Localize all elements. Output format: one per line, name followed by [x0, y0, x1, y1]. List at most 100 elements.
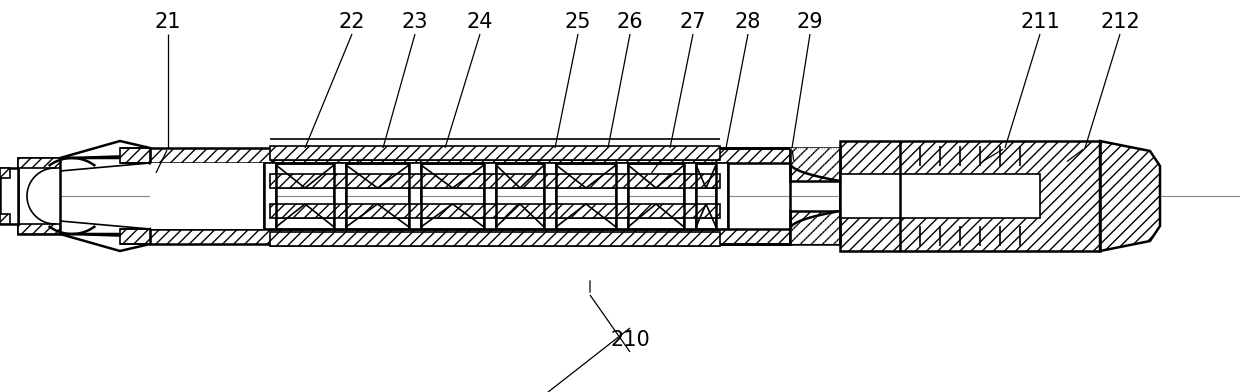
Polygon shape	[838, 148, 839, 181]
Polygon shape	[807, 218, 808, 244]
Polygon shape	[797, 221, 799, 244]
Polygon shape	[812, 148, 815, 176]
Bar	[0, 214, 10, 224]
Polygon shape	[815, 148, 816, 176]
Polygon shape	[802, 220, 804, 244]
Bar	[409, 163, 422, 229]
Text: 22: 22	[339, 12, 366, 32]
Polygon shape	[833, 212, 835, 244]
Polygon shape	[828, 148, 830, 179]
Polygon shape	[800, 220, 802, 244]
Bar	[150, 148, 790, 163]
Polygon shape	[797, 148, 799, 171]
Polygon shape	[808, 218, 811, 244]
Text: 25: 25	[564, 12, 591, 32]
Polygon shape	[799, 148, 800, 171]
Bar	[544, 163, 556, 229]
Polygon shape	[804, 148, 806, 173]
Polygon shape	[802, 148, 804, 172]
Polygon shape	[799, 221, 800, 244]
Polygon shape	[795, 148, 797, 170]
Bar	[270, 232, 720, 246]
Polygon shape	[804, 219, 806, 244]
Polygon shape	[807, 148, 808, 174]
Polygon shape	[823, 214, 825, 244]
Polygon shape	[817, 215, 820, 244]
Text: 23: 23	[402, 12, 428, 32]
Bar	[270, 146, 720, 160]
Polygon shape	[794, 223, 795, 244]
Polygon shape	[838, 211, 839, 244]
Text: 29: 29	[796, 12, 823, 32]
Bar	[334, 163, 346, 229]
Polygon shape	[720, 211, 839, 244]
Bar	[715, 163, 728, 229]
Polygon shape	[815, 216, 816, 244]
Polygon shape	[821, 148, 823, 178]
Polygon shape	[812, 216, 815, 244]
Bar	[264, 163, 277, 229]
Bar	[839, 141, 1100, 251]
Bar	[19, 158, 60, 168]
Polygon shape	[825, 214, 826, 244]
Polygon shape	[790, 226, 791, 244]
Polygon shape	[795, 222, 797, 244]
Polygon shape	[831, 148, 833, 180]
Polygon shape	[811, 217, 812, 244]
Polygon shape	[816, 216, 817, 244]
Bar	[839, 174, 1040, 218]
Polygon shape	[1100, 141, 1159, 251]
Polygon shape	[830, 212, 831, 244]
Polygon shape	[820, 148, 821, 177]
Polygon shape	[837, 211, 838, 244]
Text: 212: 212	[1100, 12, 1140, 32]
Polygon shape	[820, 215, 821, 244]
Bar	[120, 229, 150, 244]
Bar	[0, 168, 19, 224]
Polygon shape	[831, 212, 833, 244]
Text: 210: 210	[610, 330, 650, 350]
Polygon shape	[720, 148, 839, 181]
Text: 26: 26	[616, 12, 644, 32]
Text: 211: 211	[1021, 12, 1060, 32]
Polygon shape	[835, 212, 837, 244]
Polygon shape	[823, 148, 825, 178]
Polygon shape	[60, 141, 150, 163]
Bar	[120, 148, 150, 163]
Text: 27: 27	[680, 12, 707, 32]
Bar	[19, 158, 60, 234]
Polygon shape	[60, 229, 150, 251]
Polygon shape	[835, 148, 837, 180]
Bar	[19, 224, 60, 234]
Polygon shape	[800, 148, 802, 172]
Polygon shape	[806, 148, 807, 174]
Text: 21: 21	[155, 12, 181, 32]
Polygon shape	[837, 148, 838, 181]
Polygon shape	[826, 148, 828, 179]
Polygon shape	[828, 213, 830, 244]
Polygon shape	[791, 224, 794, 244]
Text: 28: 28	[735, 12, 761, 32]
Bar	[270, 204, 720, 218]
Polygon shape	[821, 214, 823, 244]
Polygon shape	[826, 213, 828, 244]
Bar	[484, 163, 496, 229]
Polygon shape	[816, 148, 817, 176]
Polygon shape	[794, 148, 795, 169]
Bar	[270, 174, 720, 188]
Bar	[616, 163, 627, 229]
Polygon shape	[790, 148, 791, 166]
Bar	[684, 163, 696, 229]
Polygon shape	[833, 148, 835, 180]
Polygon shape	[830, 148, 831, 180]
Polygon shape	[825, 148, 826, 178]
Polygon shape	[808, 148, 811, 174]
Polygon shape	[817, 148, 820, 177]
Text: 24: 24	[466, 12, 494, 32]
Bar	[150, 163, 277, 229]
Bar	[0, 168, 10, 178]
Bar	[150, 229, 790, 244]
Polygon shape	[791, 148, 794, 168]
Polygon shape	[806, 218, 807, 244]
Polygon shape	[811, 148, 812, 175]
